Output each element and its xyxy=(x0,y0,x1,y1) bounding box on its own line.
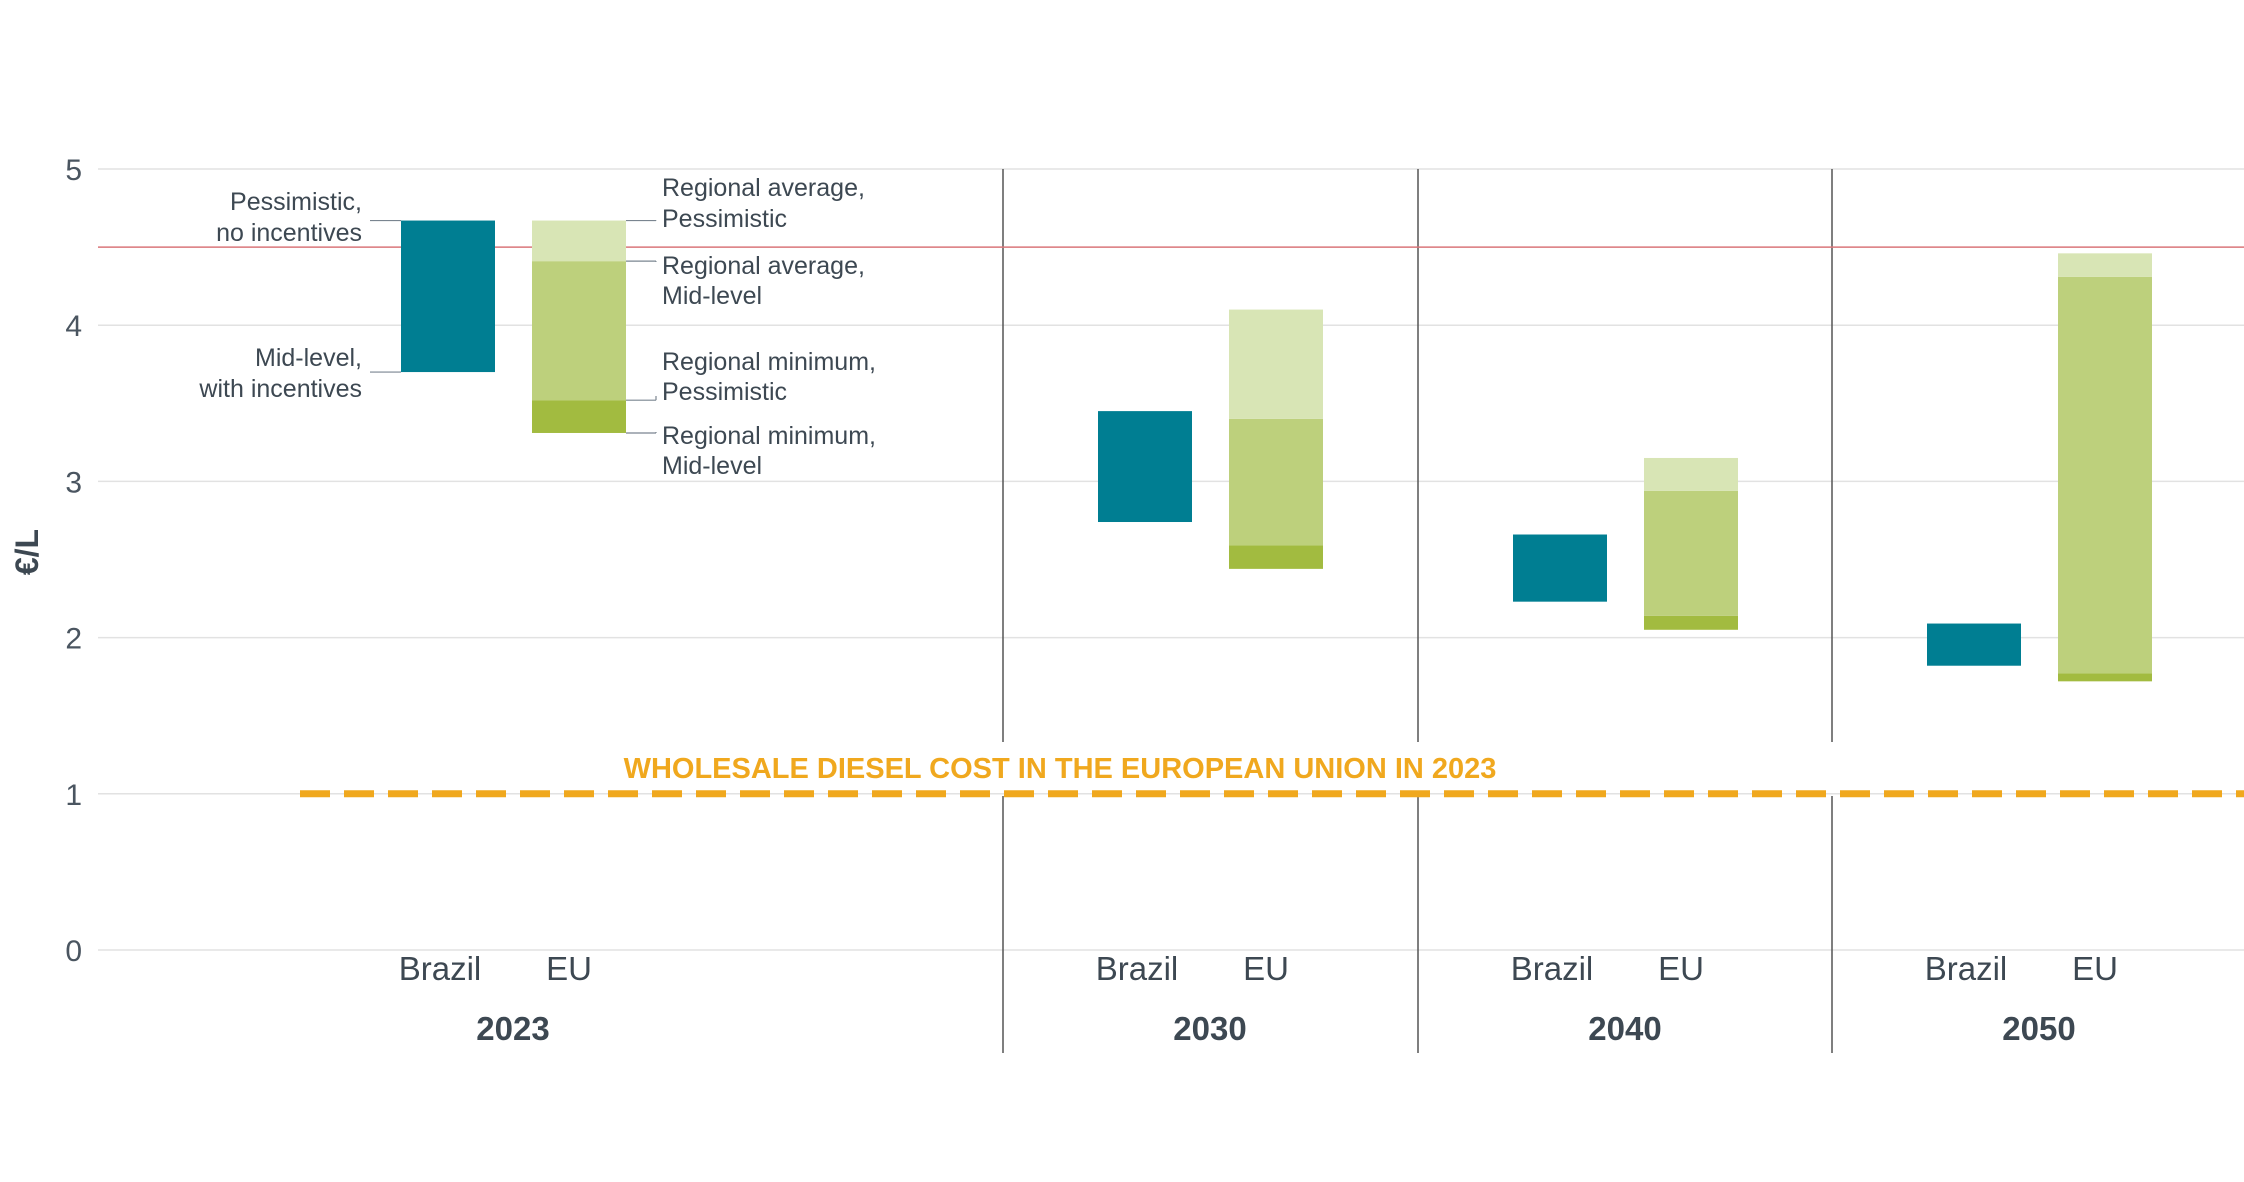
annotation-eu_min_mid: Mid-level xyxy=(662,452,762,480)
eu-regional-average-mid-segment-2023 xyxy=(532,261,626,401)
annotation-eu_avg_mid: Mid-level xyxy=(662,282,762,310)
category-label-brazil: Brazil xyxy=(1511,950,1594,987)
y-tick-label: 0 xyxy=(65,935,82,968)
year-dividers xyxy=(1002,169,1833,1053)
year-label: 2030 xyxy=(1173,1010,1246,1047)
eu-regional-average-pessimistic-segment-2040 xyxy=(1644,457,1738,491)
y-tick-label: 4 xyxy=(65,310,82,343)
annotation-brazil_low: Mid-level, xyxy=(255,344,362,372)
category-label-eu: EU xyxy=(546,950,592,987)
y-tick-label: 5 xyxy=(65,154,82,187)
bars xyxy=(401,220,2152,682)
annotation-brazil_low: with incentives xyxy=(198,375,362,403)
category-label-eu: EU xyxy=(1243,950,1289,987)
eu-regional-average-pessimistic-segment-2030 xyxy=(1229,309,1323,419)
y-axis-label: €/L xyxy=(9,529,45,575)
y-tick-label: 2 xyxy=(65,623,82,656)
reference-line-label: WHOLESALE DIESEL COST IN THE EUROPEAN UN… xyxy=(624,753,1497,785)
labels: Brazil EU 2023 Brazil EU 2030 Brazil EU 2040 Braz… xyxy=(399,950,2118,1047)
brazil-bar-2050 xyxy=(1927,623,2021,666)
category-label-brazil: Brazil xyxy=(1096,950,1179,987)
category-label-eu: EU xyxy=(2072,950,2118,987)
annotation-eu_avg_mid: Regional average, xyxy=(662,252,865,280)
annotation-eu_min_mid: Regional minimum, xyxy=(662,422,876,450)
eu-regional-minimum-segment-2050 xyxy=(2058,673,2152,682)
annotation-eu_min_pess: Regional minimum, xyxy=(662,348,876,376)
y-tick-label: 1 xyxy=(65,779,82,812)
eu-regional-minimum-segment-2023 xyxy=(532,400,626,433)
brazil-bar-2040 xyxy=(1513,534,1607,602)
category-label-brazil: Brazil xyxy=(1925,950,2008,987)
eu-regional-minimum-segment-2040 xyxy=(1644,615,1738,630)
eu-regional-average-pessimistic-segment-2050 xyxy=(2058,253,2152,277)
eu-regional-average-mid-segment-2030 xyxy=(1229,418,1323,546)
category-label-eu: EU xyxy=(1658,950,1704,987)
year-label: 2040 xyxy=(1588,1010,1661,1047)
eu-regional-average-mid-segment-2050 xyxy=(2058,276,2152,674)
annotation-brazil_high: Pessimistic, xyxy=(230,188,362,216)
reference-lines: WHOLESALE DIESEL COST IN THE EUROPEAN UN… xyxy=(98,246,2244,798)
annotations: Pessimistic, no incentives Mid-level, with … xyxy=(198,174,876,480)
y-tick-label: 3 xyxy=(65,466,82,499)
brazil-bar-2030 xyxy=(1098,411,1192,523)
eu-regional-minimum-segment-2030 xyxy=(1229,545,1323,569)
category-label-brazil: Brazil xyxy=(399,950,482,987)
eu-regional-average-pessimistic-segment-2023 xyxy=(532,220,626,262)
annotation-eu_avg_pess: Regional average, xyxy=(662,174,865,202)
year-label: 2023 xyxy=(476,1010,549,1047)
gridlines: 0 1 2 3 4 5 €/L xyxy=(9,154,2244,968)
annotation-brazil_high: no incentives xyxy=(216,219,362,247)
eu-regional-average-mid-segment-2040 xyxy=(1644,490,1738,616)
annotation-eu_min_pess: Pessimistic xyxy=(662,378,787,406)
annotation-eu_avg_pess: Pessimistic xyxy=(662,205,787,233)
year-label: 2050 xyxy=(2002,1010,2075,1047)
brazil-bar-2023 xyxy=(401,220,495,373)
